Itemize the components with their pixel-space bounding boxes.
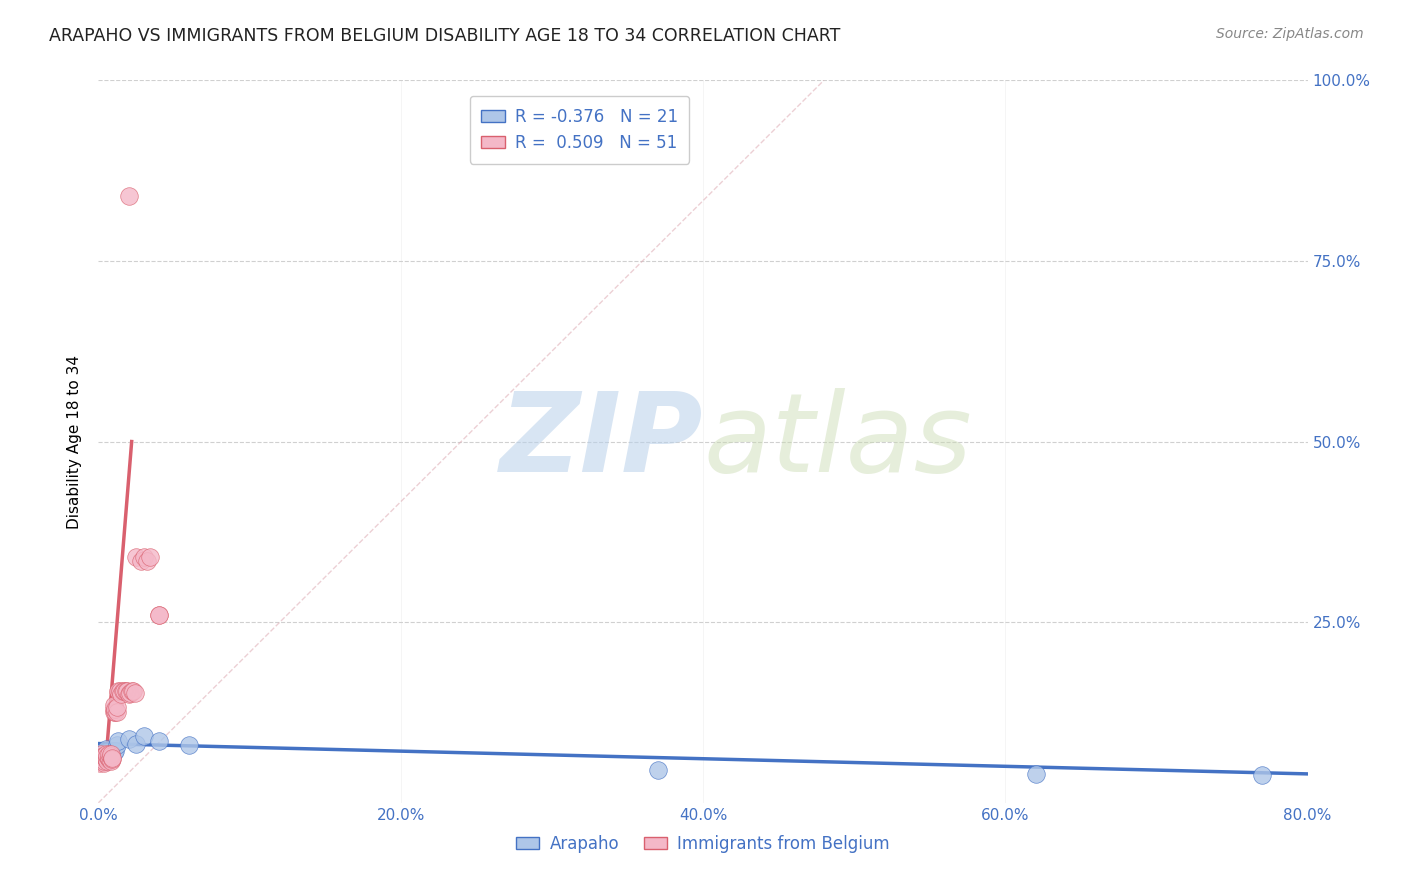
Point	[98, 747, 121, 761]
Point	[122, 683, 145, 698]
Point	[96, 754, 118, 768]
Point	[103, 745, 125, 759]
Point	[101, 747, 124, 761]
Point	[125, 737, 148, 751]
Text: ZIP: ZIP	[499, 388, 703, 495]
Point	[90, 747, 112, 761]
Point	[115, 683, 138, 698]
Point	[101, 752, 124, 766]
Point	[90, 751, 112, 765]
Point	[94, 751, 117, 765]
Point	[647, 764, 669, 778]
Point	[104, 702, 127, 716]
Point	[148, 607, 170, 622]
Point	[114, 683, 136, 698]
Text: ARAPAHO VS IMMIGRANTS FROM BELGIUM DISABILITY AGE 18 TO 34 CORRELATION CHART: ARAPAHO VS IMMIGRANTS FROM BELGIUM DISAB…	[49, 27, 841, 45]
Point	[132, 550, 155, 565]
Point	[107, 683, 129, 698]
Point	[120, 686, 142, 700]
Point	[148, 607, 170, 622]
Point	[148, 734, 170, 748]
Point	[139, 550, 162, 565]
Point	[101, 751, 124, 765]
Point	[94, 741, 117, 756]
Point	[100, 748, 122, 763]
Point	[100, 747, 122, 761]
Point	[93, 754, 115, 768]
Point	[103, 702, 125, 716]
Point	[111, 683, 134, 698]
Point	[96, 754, 118, 768]
Point	[135, 554, 157, 568]
Point	[107, 734, 129, 748]
Point	[103, 698, 125, 713]
Point	[98, 751, 121, 765]
Point	[129, 554, 152, 568]
Point	[110, 687, 132, 701]
Point	[104, 744, 127, 758]
Point	[96, 748, 118, 763]
Point	[121, 683, 143, 698]
Point	[98, 751, 121, 765]
Point	[94, 747, 117, 761]
Text: atlas: atlas	[703, 388, 972, 495]
Point	[94, 745, 117, 759]
Point	[100, 754, 122, 768]
Point	[118, 189, 141, 203]
Point	[93, 756, 115, 770]
Legend: Arapaho, Immigrants from Belgium: Arapaho, Immigrants from Belgium	[509, 828, 897, 860]
Point	[91, 751, 114, 765]
Point	[89, 756, 111, 770]
Point	[104, 706, 127, 720]
Point	[105, 738, 128, 752]
Point	[118, 732, 141, 747]
Point	[98, 752, 121, 766]
Point	[93, 754, 115, 768]
Point	[91, 748, 114, 763]
Point	[103, 706, 125, 720]
Point	[91, 748, 114, 763]
Point	[1024, 767, 1046, 781]
Y-axis label: Disability Age 18 to 34: Disability Age 18 to 34	[67, 354, 83, 529]
Point	[179, 738, 201, 752]
Point	[91, 752, 114, 766]
Point	[90, 752, 112, 766]
Point	[105, 700, 128, 714]
Point	[132, 729, 155, 743]
Point	[100, 748, 122, 763]
Point	[125, 550, 148, 565]
Point	[112, 683, 135, 698]
Point	[93, 748, 115, 763]
Point	[89, 752, 111, 766]
Point	[94, 752, 117, 766]
Point	[105, 706, 128, 720]
Point	[124, 686, 146, 700]
Point	[90, 754, 112, 768]
Point	[1251, 768, 1274, 782]
Point	[108, 683, 131, 698]
Point	[118, 687, 141, 701]
Text: Source: ZipAtlas.com: Source: ZipAtlas.com	[1216, 27, 1364, 41]
